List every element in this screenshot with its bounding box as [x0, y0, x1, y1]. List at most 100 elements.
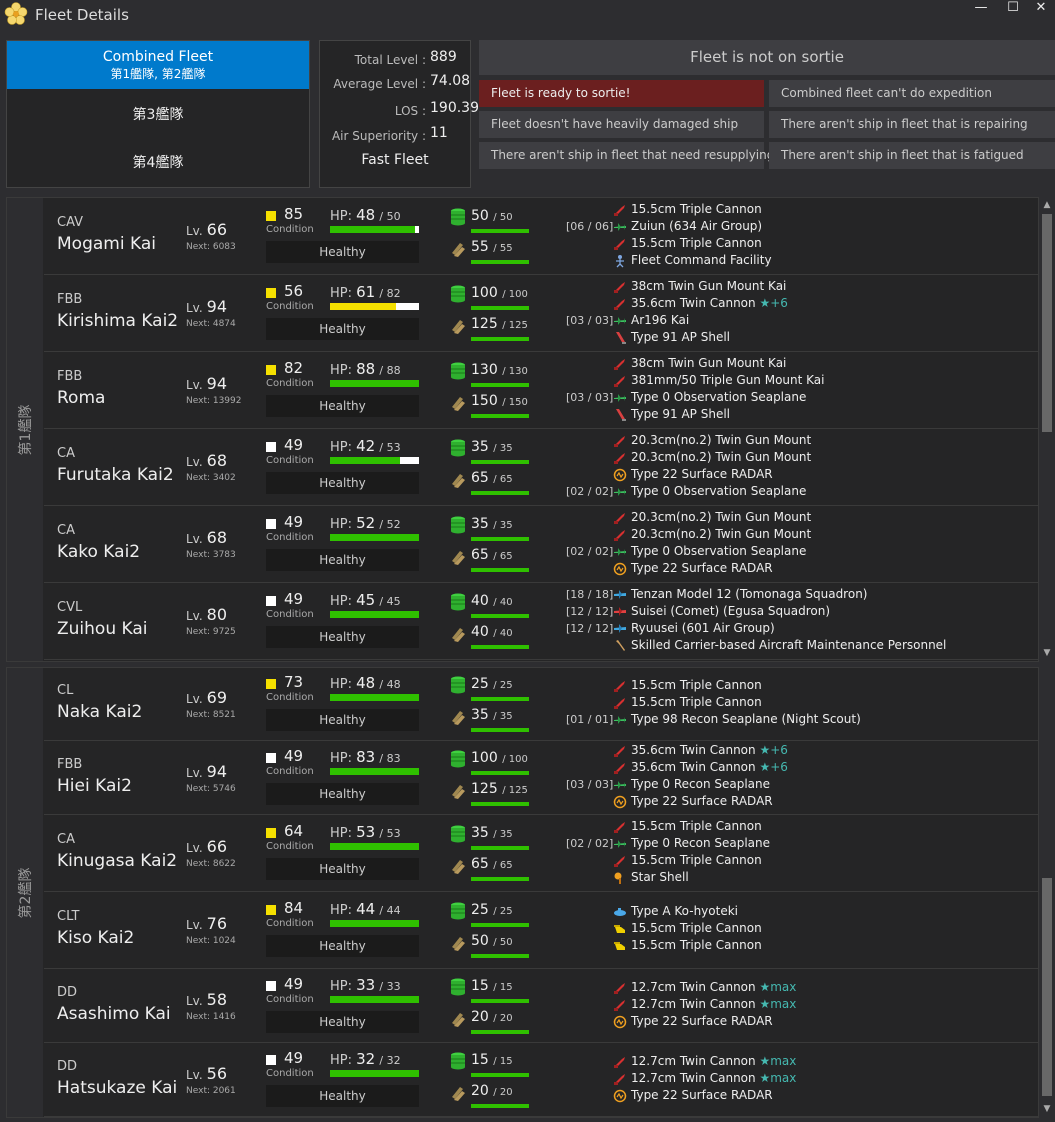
scroll-up-arrow-icon[interactable]: ▲	[1043, 200, 1051, 210]
equipment-item[interactable]: 38cm Twin Gun Mount Kai	[631, 355, 787, 370]
fuel-icon	[450, 516, 466, 534]
ship-row[interactable]: FBB Hiei Kai2 Lv. 94 Next: 5746 49 Condit…	[44, 741, 1039, 815]
ammo-icon	[450, 547, 466, 565]
ship-row[interactable]: FBB Kirishima Kai2 Lv. 94 Next: 4874 56 C…	[44, 275, 1039, 352]
ammo-bar	[471, 1103, 529, 1108]
equipment-list: 35.6cm Twin Cannon ★+6 35.6cm Twin Canno…	[566, 741, 1036, 815]
equipment-item[interactable]: Type 22 Surface RADAR	[631, 560, 773, 575]
equipment-item[interactable]: 35.6cm Twin Cannon ★+6	[631, 295, 788, 310]
ship-row[interactable]: DD Asashimo Kai Lv. 58 Next: 1416 49 Cond…	[44, 969, 1039, 1043]
equipment-item[interactable]: 20.3cm(no.2) Twin Gun Mount	[631, 432, 812, 447]
equipment-item[interactable]: 15.5cm Triple Cannon	[631, 921, 762, 935]
equipment-item[interactable]: 381mm/50 Triple Gun Mount Kai	[631, 372, 825, 387]
equipment-item[interactable]: 35.6cm Twin Cannon ★+6	[631, 760, 788, 774]
equipment-item[interactable]: 35.6cm Twin Cannon ★+6	[631, 743, 788, 757]
equipment-item[interactable]: 15.5cm Triple Cannon	[631, 201, 762, 216]
scrollbar-thumb[interactable]	[1042, 878, 1052, 1096]
gun-yellow-icon	[613, 922, 627, 936]
close-button[interactable]: ✕	[1035, 0, 1047, 15]
ammo-value: 125 / 125	[471, 780, 528, 797]
fuel-value: 25 / 25	[471, 676, 513, 692]
equipment-item[interactable]: 38cm Twin Gun Mount Kai	[631, 278, 787, 293]
equipment-slot-count: [02 / 02]	[566, 544, 614, 558]
equipment-item[interactable]: Type 0 Observation Seaplane	[631, 543, 807, 558]
equipment-item[interactable]: 15.5cm Triple Cannon	[631, 235, 762, 250]
maximize-button[interactable]: ☐	[1007, 0, 1019, 15]
equipment-item[interactable]: Type 22 Surface RADAR	[631, 794, 773, 808]
equipment-item[interactable]: Zuiun (634 Air Group)	[631, 218, 763, 233]
ammo-bar	[471, 260, 529, 264]
equipment-item[interactable]: 15.5cm Triple Cannon	[631, 678, 762, 692]
ship-row[interactable]: CA Furutaka Kai2 Lv. 68 Next: 3402 49 Con…	[44, 429, 1039, 506]
seaplane-icon	[613, 314, 627, 328]
ship-row[interactable]: CL Naka Kai2 Lv. 69 Next: 8521 73 Conditi…	[44, 668, 1039, 741]
ship-row[interactable]: CVL Zuihou Kai Lv. 80 Next: 9725 49 Condi…	[44, 583, 1039, 660]
ammo-icon	[450, 624, 466, 642]
tab-fleet-3[interactable]: 第3艦隊	[132, 107, 184, 123]
equipment-item[interactable]: Type 0 Observation Seaplane	[631, 483, 807, 498]
equipment-item[interactable]: Type 0 Observation Seaplane	[631, 389, 807, 404]
scrollbar-thumb[interactable]	[1042, 214, 1052, 432]
equipment-item[interactable]: 12.7cm Twin Cannon ★max	[631, 996, 797, 1011]
seaplane-icon	[613, 545, 627, 559]
seaplane-icon	[613, 391, 627, 405]
equipment-item[interactable]: 20.3cm(no.2) Twin Gun Mount	[631, 509, 812, 524]
gun-red-icon	[613, 820, 627, 834]
equipment-item[interactable]: Ar196 Kai	[631, 312, 690, 327]
hp-bar-fill	[330, 380, 419, 387]
scroll-down-arrow-icon[interactable]: ▼	[1043, 1104, 1051, 1114]
equipment-item[interactable]: 12.7cm Twin Cannon ★max	[631, 1053, 797, 1068]
equipment-item[interactable]: Ryuusei (601 Air Group)	[631, 620, 775, 635]
equipment-item[interactable]: Fleet Command Facility	[631, 252, 772, 267]
equipment-item[interactable]: 15.5cm Triple Cannon	[631, 852, 762, 867]
gun-red-icon	[613, 237, 627, 251]
fleet-2-scrollbar[interactable]: ▼	[1039, 668, 1055, 1116]
app-flower-icon	[4, 2, 28, 25]
radar-icon	[613, 1015, 627, 1029]
gun-red-icon	[613, 203, 627, 217]
equipment-item[interactable]: Star Shell	[631, 869, 689, 884]
minimize-button[interactable]: —	[974, 0, 988, 15]
fleet-stats-panel: Total Level : 889 Average Level : 74.08 …	[319, 40, 479, 188]
condition-indicator	[266, 905, 276, 915]
equipment-item[interactable]: Type 0 Recon Seaplane	[631, 777, 771, 791]
equipment-item[interactable]: Type 22 Surface RADAR	[631, 1013, 773, 1028]
gun-red-icon	[613, 357, 627, 371]
ship-row[interactable]: CLT Kiso Kai2 Lv. 76 Next: 1024 84 Condit…	[44, 892, 1039, 969]
fleet-1-label: 第1艦隊	[7, 198, 43, 661]
equipment-item[interactable]: 20.3cm(no.2) Twin Gun Mount	[631, 449, 812, 464]
equipment-item[interactable]: Tenzan Model 12 (Tomonaga Squadron)	[631, 586, 868, 601]
ship-row[interactable]: DD Hatsukaze Kai Lv. 56 Next: 2061 49 Con…	[44, 1043, 1039, 1117]
equipment-item[interactable]: Skilled Carrier-based Aircraft Maintenan…	[631, 637, 947, 652]
equipment-item[interactable]: 15.5cm Triple Cannon	[631, 938, 762, 952]
equipment-item[interactable]: Type A Ko-hyoteki	[631, 904, 738, 918]
equipment-item[interactable]: 12.7cm Twin Cannon ★max	[631, 1070, 797, 1085]
ship-row[interactable]: FBB Roma Lv. 94 Next: 13992 82 Condition …	[44, 352, 1039, 429]
ship-row[interactable]: CA Kinugasa Kai2 Lv. 66 Next: 8622 64 Con…	[44, 815, 1039, 892]
tab-combined-fleet[interactable]: Combined Fleet 第1艦隊, 第2艦隊	[7, 41, 309, 89]
fleet-1-scrollbar[interactable]: ▲ ▼	[1039, 198, 1055, 660]
ship-level: Lv. 94	[186, 297, 228, 316]
ship-row[interactable]: CAV Mogami Kai Lv. 66 Next: 6083 85 Condi…	[44, 198, 1039, 275]
ship-row[interactable]: CA Kako Kai2 Lv. 68 Next: 3783 49 Conditi…	[44, 506, 1039, 583]
ammo-value: 65 / 65	[471, 547, 513, 563]
equipment-list: 15.5cm Triple Cannon [02 / 02] Type 0 Re…	[566, 815, 1036, 892]
condition-indicator	[266, 596, 276, 606]
ammo-bar	[471, 568, 529, 572]
equipment-item[interactable]: Type 91 AP Shell	[631, 406, 730, 421]
equipment-item[interactable]: Type 22 Surface RADAR	[631, 466, 773, 481]
equipment-item[interactable]: 15.5cm Triple Cannon	[631, 818, 762, 833]
condition-value: 84	[284, 899, 304, 917]
equipment-item[interactable]: 15.5cm Triple Cannon	[631, 695, 762, 709]
ammo-value: 40 / 40	[471, 624, 513, 640]
scroll-down-arrow-icon[interactable]: ▼	[1043, 648, 1051, 658]
equipment-item[interactable]: Suisei (Comet) (Egusa Squadron)	[631, 603, 831, 618]
equipment-item[interactable]: Type 22 Surface RADAR	[631, 1087, 773, 1102]
equipment-item[interactable]: Type 98 Recon Seaplane (Night Scout)	[631, 712, 861, 726]
tab-fleet-4[interactable]: 第4艦隊	[132, 155, 184, 171]
equipment-item[interactable]: Type 0 Recon Seaplane	[631, 835, 771, 850]
equipment-item[interactable]: Type 91 AP Shell	[631, 329, 730, 344]
equipment-item[interactable]: 12.7cm Twin Cannon ★max	[631, 979, 797, 994]
improvement-level: ★max	[759, 1053, 797, 1068]
equipment-item[interactable]: 20.3cm(no.2) Twin Gun Mount	[631, 526, 812, 541]
